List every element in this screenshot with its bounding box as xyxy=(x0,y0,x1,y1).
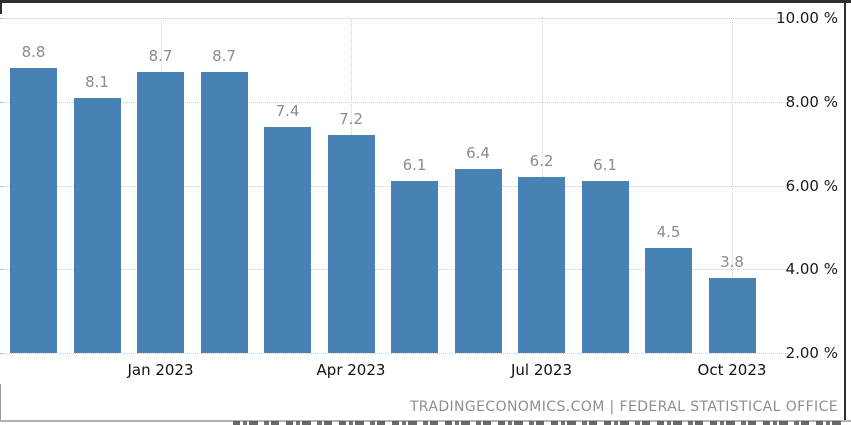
attribution-watermark: TRADINGECONOMICS.COM | FEDERAL STATISTIC… xyxy=(409,399,838,415)
bar[interactable] xyxy=(327,135,375,353)
x-axis-tick-label: Jan 2023 xyxy=(127,361,194,379)
chart-frame-top xyxy=(0,0,851,3)
chart-frame-left-top xyxy=(0,0,2,14)
y-axis-left-tick xyxy=(0,101,3,103)
bar[interactable] xyxy=(581,181,629,353)
y-axis-left-tick xyxy=(0,269,3,271)
y-axis-tick-label: 6.00 % xyxy=(785,176,838,195)
bar[interactable] xyxy=(645,248,692,353)
y-axis-tick-label: 2.00 % xyxy=(785,344,838,362)
y-axis-left-tick xyxy=(0,185,3,187)
x-axis-tick-label: Apr 2023 xyxy=(316,361,386,379)
bar-value-label: 8.7 xyxy=(212,47,236,66)
chart-frame-right xyxy=(844,0,846,420)
bar[interactable] xyxy=(454,168,502,353)
bar[interactable] xyxy=(200,72,248,353)
y-axis-left-tick xyxy=(0,353,3,354)
bar-value-label: 8.8 xyxy=(21,43,46,62)
y-axis-tick-label: 4.00 % xyxy=(785,260,838,279)
bar-value-label: 6.1 xyxy=(593,156,617,175)
h-gridline xyxy=(0,18,788,19)
x-axis-tick-label: Oct 2023 xyxy=(697,361,767,379)
bar[interactable] xyxy=(73,97,121,353)
bar[interactable] xyxy=(518,177,565,353)
bar[interactable] xyxy=(137,72,184,353)
bar-value-label: 3.8 xyxy=(720,252,744,271)
x-axis-tick-label: Jul 2023 xyxy=(510,361,573,379)
bar[interactable] xyxy=(10,68,57,353)
bar-value-label: 7.2 xyxy=(339,110,363,129)
bar[interactable] xyxy=(708,277,756,353)
bar-value-label: 8.1 xyxy=(85,72,109,91)
y-axis-tick-label: 8.00 % xyxy=(785,92,838,111)
bar-value-label: 4.5 xyxy=(656,223,681,242)
bar-value-label: 6.2 xyxy=(529,152,554,171)
y-axis-tick-label: 10.00 % xyxy=(776,9,838,27)
h-gridline xyxy=(0,101,788,103)
bar[interactable] xyxy=(391,181,438,353)
bar-value-label: 7.4 xyxy=(275,101,300,120)
chart-frame-left-bottom xyxy=(0,384,1,421)
h-gridline xyxy=(0,353,788,354)
bar-value-label: 6.1 xyxy=(402,156,427,175)
cropped-text-strip xyxy=(233,421,845,425)
bar-value-label: 6.4 xyxy=(466,143,490,162)
bar[interactable] xyxy=(264,126,311,353)
v-gridline xyxy=(732,18,733,353)
bar-value-label: 8.7 xyxy=(148,47,173,66)
y-axis-left-tick xyxy=(0,18,3,19)
